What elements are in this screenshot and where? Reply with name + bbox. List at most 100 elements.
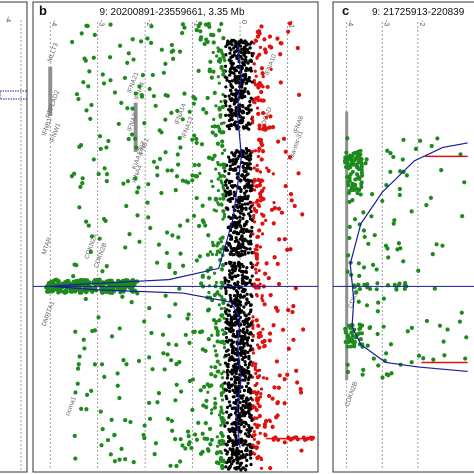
data-point — [199, 35, 204, 40]
data-point — [221, 92, 225, 97]
data-point — [165, 352, 170, 357]
data-point — [251, 216, 256, 220]
data-point — [220, 151, 224, 155]
data-point — [253, 365, 257, 369]
data-point — [242, 412, 246, 417]
data-point — [241, 269, 245, 274]
data-point — [258, 45, 263, 49]
data-point — [194, 258, 199, 263]
data-point — [239, 440, 243, 444]
data-point — [244, 302, 248, 306]
data-point — [227, 400, 232, 404]
data-point — [222, 121, 226, 125]
data-point — [125, 179, 131, 184]
data-point — [178, 437, 183, 442]
data-point — [237, 154, 241, 158]
data-point — [409, 209, 414, 214]
data-point — [237, 286, 241, 290]
data-point — [244, 81, 248, 85]
data-point — [344, 150, 349, 155]
data-point — [389, 371, 394, 376]
data-point — [223, 448, 227, 452]
data-point — [249, 154, 253, 158]
data-point — [219, 409, 223, 414]
data-point — [99, 286, 104, 291]
data-point — [244, 169, 248, 174]
data-point — [261, 376, 266, 380]
data-point — [88, 116, 93, 121]
x-tick-label: -4 — [50, 20, 57, 26]
gene-label: MLLT3 — [47, 42, 60, 63]
data-point — [194, 28, 199, 33]
data-point — [229, 84, 233, 88]
data-point — [230, 43, 234, 47]
data-point — [416, 353, 422, 358]
data-point — [233, 230, 237, 234]
data-point — [239, 178, 243, 182]
data-point — [226, 373, 230, 377]
data-point — [216, 75, 220, 79]
data-point — [212, 405, 218, 410]
panel-a-tick-label: -4 — [4, 16, 11, 22]
data-point — [203, 22, 209, 27]
data-point — [174, 382, 179, 387]
data-point — [129, 300, 134, 305]
data-point — [286, 308, 291, 313]
data-point — [133, 176, 138, 181]
data-point — [215, 249, 220, 254]
data-point — [255, 198, 260, 203]
data-point — [183, 179, 188, 184]
panel-c-points — [342, 136, 469, 380]
data-point — [219, 280, 223, 284]
data-point — [227, 124, 231, 128]
data-point — [260, 71, 265, 76]
data-point — [232, 401, 236, 405]
data-point — [380, 375, 385, 380]
data-point — [238, 342, 242, 346]
data-point — [255, 424, 260, 430]
data-point — [250, 80, 254, 84]
data-point — [254, 371, 258, 376]
data-point — [247, 76, 251, 80]
data-point — [133, 91, 138, 96]
data-point — [220, 372, 224, 376]
data-point — [174, 342, 179, 348]
data-point — [205, 308, 211, 313]
data-point — [242, 126, 246, 130]
data-point — [146, 182, 151, 187]
data-point — [233, 120, 238, 124]
data-point — [251, 326, 255, 330]
data-point — [151, 159, 157, 164]
data-point — [271, 221, 276, 226]
data-point — [253, 367, 257, 371]
data-point — [243, 87, 247, 91]
data-point — [224, 100, 228, 104]
data-point — [249, 96, 253, 100]
data-point — [277, 237, 282, 242]
data-point — [120, 286, 125, 291]
data-point — [83, 219, 89, 224]
data-point — [357, 273, 362, 278]
data-point — [260, 339, 265, 345]
data-point — [459, 310, 464, 315]
data-point — [249, 456, 253, 460]
data-point — [359, 170, 364, 175]
data-point — [169, 42, 174, 48]
data-point — [256, 397, 261, 402]
data-point — [265, 166, 269, 170]
data-point — [265, 84, 270, 90]
data-point — [216, 201, 220, 205]
data-point — [242, 388, 247, 393]
data-point — [256, 85, 261, 90]
data-point — [229, 304, 233, 309]
data-point — [215, 290, 220, 296]
data-point — [179, 389, 184, 394]
data-point — [298, 390, 304, 395]
data-point — [191, 94, 196, 99]
data-point — [220, 433, 225, 438]
data-point — [381, 324, 386, 329]
data-point — [213, 133, 218, 138]
data-point — [227, 113, 231, 117]
data-point — [228, 104, 232, 108]
data-point — [241, 276, 246, 280]
